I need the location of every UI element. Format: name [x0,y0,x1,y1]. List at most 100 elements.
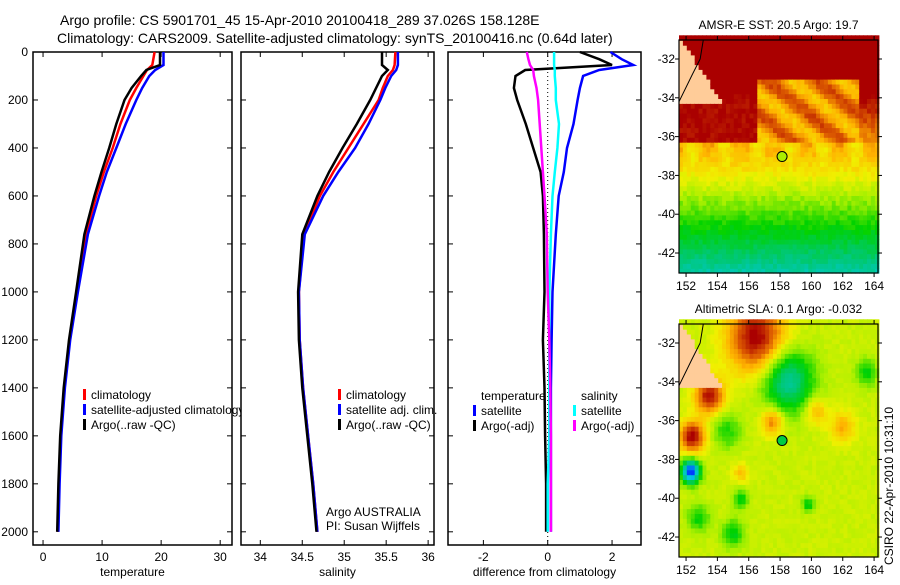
map-cell [683,431,688,437]
map-cell [738,210,743,216]
map-cell [738,128,743,134]
map-cell [710,229,715,235]
map-cell [757,412,762,418]
map-cell [734,89,739,95]
map-cell [750,108,755,114]
map-cell [851,489,856,495]
map-cell [699,229,704,235]
map-cell [785,239,790,245]
map-cell [824,479,829,485]
map-cell [730,176,735,182]
map-cell [851,215,856,221]
map-cell [820,128,825,134]
map-cell [726,436,731,442]
map-cell [804,533,809,539]
map-cell [793,528,798,534]
land-cell [706,363,711,369]
map-cell [808,123,813,129]
map-cell [840,142,845,148]
map-cell [789,205,794,211]
map-cell [699,142,704,148]
map-cell [718,45,723,51]
map-cell [820,504,825,510]
map-cell [738,397,743,403]
map-cell [808,436,813,442]
map-cell [836,244,841,250]
map-cell [785,479,790,485]
map-cell [687,161,692,167]
map-cell [793,113,798,119]
map-cell [820,123,825,129]
map-cell [718,547,723,553]
map-cell [781,513,786,519]
map-cell [683,523,688,529]
map-cell [746,215,751,221]
map-cell [828,412,833,418]
map-cell [804,186,809,192]
map-cell [859,455,864,461]
map-cell [840,205,845,211]
map-cell [828,50,833,56]
map-cell [757,339,762,345]
map-cell [840,191,845,197]
map-cell [836,358,841,364]
map-cell [710,103,715,109]
map-cell [742,542,747,548]
map-cell [738,504,743,510]
map-cell [687,426,692,432]
land-cell [687,348,692,354]
map-cell [812,421,817,427]
map-cell [765,249,770,255]
map-cell [750,215,755,221]
map-cell [777,166,782,172]
map-cell [710,161,715,167]
map-cell [718,166,723,172]
map-cell [773,113,778,119]
map-cell [703,137,708,143]
map-cell [851,431,856,437]
map-cell [855,103,860,109]
map-cell [687,234,692,240]
map-cell [820,234,825,240]
map-cell [797,186,802,192]
map-cell [726,538,731,544]
map-cell [871,239,876,245]
map-cell [773,45,778,51]
map-cell [840,465,845,471]
map-cell [710,509,715,515]
map-cell [769,542,774,548]
map-cell [746,397,751,403]
map-cell [703,542,708,548]
map-cell [840,402,845,408]
map-cell [765,489,770,495]
map-cell [840,79,845,85]
map-cell [761,132,766,138]
map-cell [840,392,845,398]
map-cell [750,475,755,481]
map-cell [828,373,833,379]
map-cell [844,431,849,437]
map-cell [828,244,833,250]
map-cell [769,339,774,345]
map-cell [781,382,786,388]
map-cell [804,152,809,158]
map-cell [820,166,825,172]
map-cell [714,533,719,539]
map-cell [695,450,700,456]
map-cell [804,60,809,66]
map-cell [871,166,876,172]
map-cell [761,455,766,461]
map-cell [808,329,813,335]
map-cell [691,254,696,260]
land-cell [679,368,684,374]
map-cell [789,74,794,80]
map-cell [793,407,798,413]
map-cell [773,195,778,201]
map-cell [808,142,813,148]
map-cell [836,436,841,442]
map-cell [812,60,817,66]
map-cell [855,450,860,456]
map-cell [789,186,794,192]
map-cell [706,166,711,172]
map-cell [812,542,817,548]
